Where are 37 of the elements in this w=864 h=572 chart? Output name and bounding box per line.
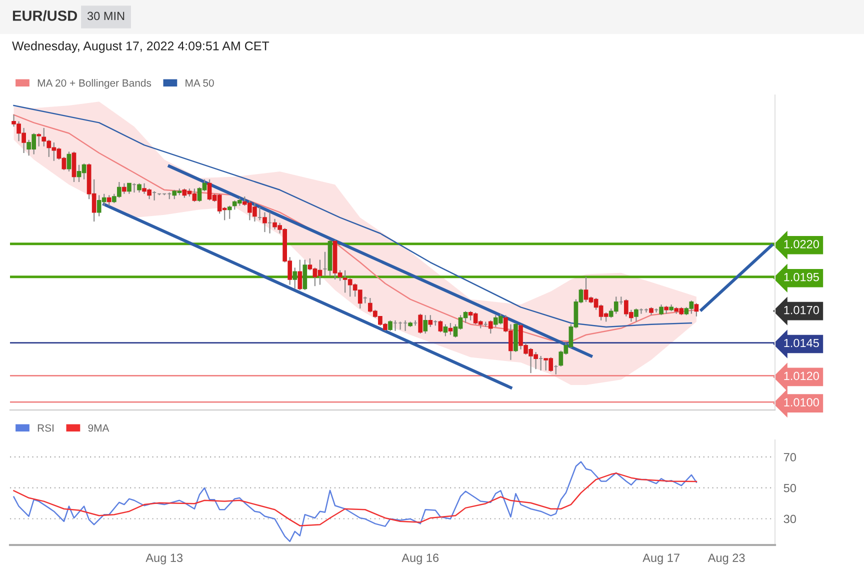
legend-label: RSI xyxy=(38,424,54,432)
candlestick xyxy=(227,205,232,220)
candlestick xyxy=(298,259,302,291)
text: Wednesday, August 17, 2022 4:09:51 AM CET xyxy=(12,41,270,53)
candlestick xyxy=(694,302,699,317)
line-series xyxy=(13,461,698,542)
y-tick-label: 1.0120 xyxy=(784,372,819,380)
line-series xyxy=(13,472,698,526)
y-tick-label: 70 xyxy=(784,453,796,462)
legend-label: 9MA xyxy=(88,424,110,432)
candlestick xyxy=(122,182,126,194)
candlestick xyxy=(428,314,433,328)
candlestick xyxy=(36,132,42,147)
y-tick-label: 1.0100 xyxy=(784,398,819,406)
candlestick xyxy=(72,151,76,183)
candlestick xyxy=(488,320,493,334)
x-tick-label: Aug 17 xyxy=(642,554,680,564)
candlestick xyxy=(443,324,448,337)
y-tick-label: 1.0145 xyxy=(784,338,819,348)
chart-subtitle: 30 MIN xyxy=(87,12,124,20)
y-tick-label: 1.0220 xyxy=(784,240,819,248)
candlestick xyxy=(423,314,428,334)
legend-label: MA 50 xyxy=(186,79,214,87)
candlestick xyxy=(448,322,453,336)
x-tick-label: Aug 13 xyxy=(146,554,183,564)
legend-label: MA 20 + Bollinger Bands xyxy=(38,79,152,89)
x-tick-label: Aug 23 xyxy=(708,554,745,564)
candlestick xyxy=(302,259,308,291)
y-tick-label: 30 xyxy=(784,514,796,524)
chart-title: EUR/USD xyxy=(12,10,78,22)
candlestick xyxy=(66,151,72,172)
y-tick-label: 1.0170 xyxy=(784,306,819,314)
candlestick xyxy=(292,267,298,290)
y-tick-label: 50 xyxy=(784,484,796,492)
candlestick xyxy=(106,194,112,206)
x-tick-label: Aug 16 xyxy=(402,554,439,564)
y-tick-label: 1.0195 xyxy=(784,272,819,282)
